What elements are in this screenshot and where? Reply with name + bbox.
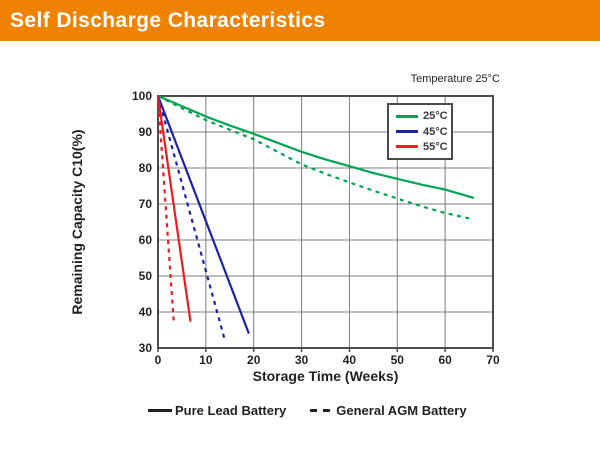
legend-row-25c: 25°C: [396, 110, 451, 122]
y-tick-label: 100: [131, 89, 152, 103]
x-tick-label: 0: [154, 353, 162, 367]
y-tick-label: 90: [138, 125, 152, 139]
dashed-line-swatch: [310, 408, 331, 412]
series-line-55-c-general-agm-battery: [156, 95, 175, 323]
legend-line-swatch: [396, 114, 418, 118]
y-tick-label: 30: [138, 341, 152, 355]
legend-row-45c: 45°C: [396, 126, 451, 138]
x-tick-label: 60: [438, 353, 452, 367]
series-line-55-c-pure-lead-battery: [156, 95, 192, 322]
y-tick-label: 40: [138, 305, 152, 319]
line-style-legend: Pure Lead Battery General AGM Battery: [148, 402, 467, 418]
page-title: Self Discharge Characteristics: [10, 8, 326, 32]
title-banner: Self Discharge Characteristics: [0, 0, 600, 41]
legend-line-swatch: [396, 145, 418, 149]
temperature-legend: 25°C 45°C 55°C: [387, 103, 453, 160]
series-line-25-c-general-agm-battery: [157, 95, 470, 220]
series-line-45-c-pure-lead-battery: [156, 95, 250, 334]
x-tick-label: 50: [390, 353, 404, 367]
legend-row-55c: 55°C: [396, 141, 451, 153]
series-line-25-c-pure-lead-battery: [157, 94, 475, 199]
legend-label: 55°C: [423, 140, 448, 153]
legend-item-general-agm: General AGM Battery: [310, 402, 467, 418]
legend-label: 25°C: [423, 110, 448, 123]
legend-line-swatch: [396, 130, 418, 133]
legend-label: General AGM Battery: [336, 402, 467, 418]
y-axis-label: Remaining Capacity C10(%): [69, 129, 85, 315]
x-tick-label: 40: [342, 353, 357, 367]
temperature-note: Temperature 25°C: [410, 73, 500, 85]
x-tick-label: 10: [199, 353, 213, 367]
y-tick-label: 50: [138, 269, 152, 283]
x-tick-label: 30: [294, 353, 309, 367]
x-tick-label: 70: [486, 353, 500, 367]
x-tick-label: 20: [247, 353, 261, 367]
legend-label: 45°C: [423, 125, 448, 138]
plot-border: [157, 95, 494, 349]
y-tick-label: 60: [138, 233, 152, 247]
x-axis-label: Storage Time (Weeks): [252, 368, 399, 384]
solid-line-swatch: [148, 408, 172, 412]
legend-item-pure-lead: Pure Lead Battery: [148, 403, 286, 418]
series-line-45-c-general-agm-battery: [156, 95, 227, 342]
legend-label: Pure Lead Battery: [175, 402, 287, 418]
y-tick-label: 80: [138, 161, 152, 175]
y-tick-label: 70: [138, 197, 152, 211]
